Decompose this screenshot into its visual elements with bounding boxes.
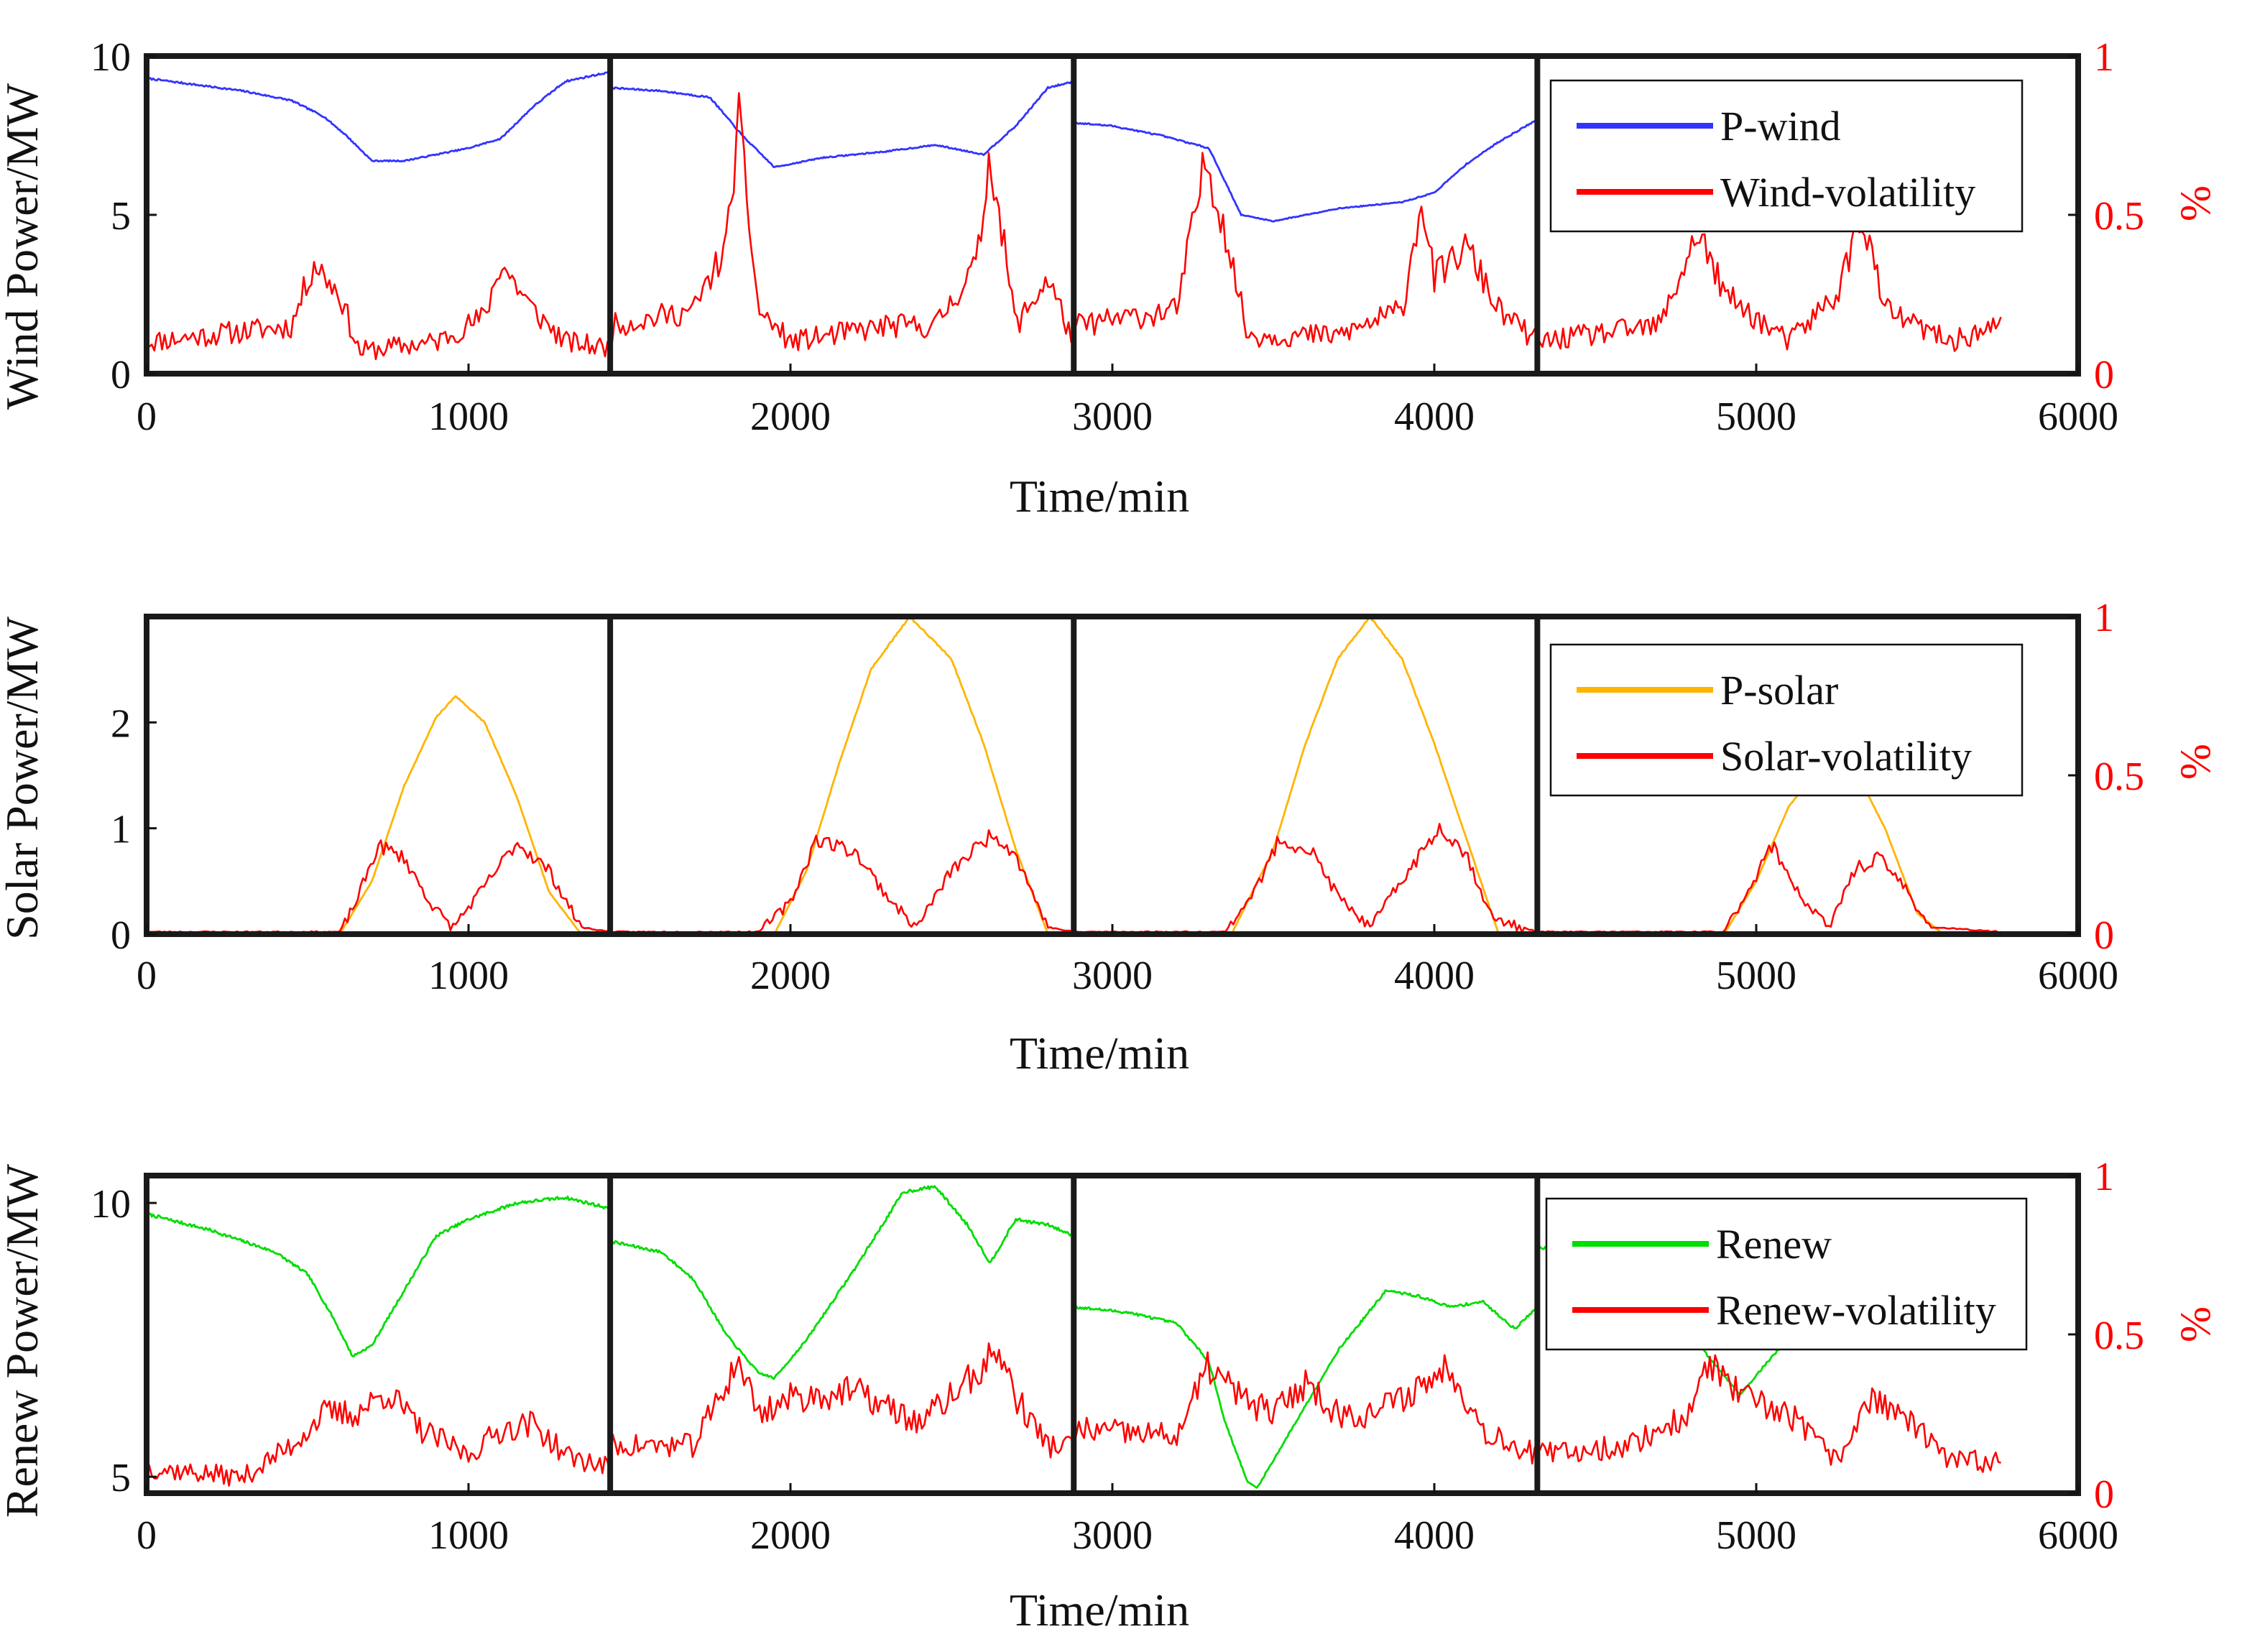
renew-xtick-label-0: 0 — [137, 1513, 157, 1558]
wind-panel: Wind Power/MW Time/min % P-wind Wind-vola… — [0, 35, 2219, 522]
solar-ytick-label-0: 0 — [111, 913, 131, 958]
wind-percent-label: % — [2172, 185, 2219, 221]
wind-xtick-label-1: 1000 — [428, 394, 509, 439]
solar-xtick-label-2: 2000 — [750, 954, 831, 998]
solar-series-p-solar — [147, 617, 2001, 934]
wind-y2tick-label-0: 0 — [2094, 353, 2114, 397]
solar-xlabel: Time/min — [1010, 1028, 1189, 1079]
solar-xtick-label-5: 5000 — [1716, 954, 1796, 998]
solar-y2tick-label-2: 1 — [2094, 596, 2114, 640]
wind-legend-label-1: Wind-volatility — [1720, 169, 1975, 216]
solar-ylabel: Solar Power/MW — [0, 617, 47, 940]
solar-xtick-label-3: 3000 — [1072, 954, 1153, 998]
solar-xtick-label-0: 0 — [137, 954, 157, 998]
wind-xlabel: Time/min — [1010, 471, 1189, 522]
renew-ytick-label-0: 5 — [111, 1456, 131, 1500]
wind-y2tick-label-1: 0.5 — [2094, 194, 2144, 239]
wind-legend-box — [1549, 79, 2024, 233]
solar-xtick-label-6: 6000 — [2038, 954, 2118, 998]
renew-xtick-label-5: 5000 — [1716, 1513, 1796, 1558]
wind-xtick-label-0: 0 — [137, 394, 157, 439]
renew-ytick-label-1: 10 — [91, 1182, 131, 1227]
solar-ytick-label-2: 2 — [111, 701, 131, 746]
wind-series-p-wind — [147, 70, 1538, 223]
wind-legend: P-wind Wind-volatility — [1549, 79, 2024, 233]
renew-legend-label-1: Renew-volatility — [1716, 1287, 1996, 1334]
solar-panel: Solar Power/MW Time/min % P-solar Solar-v… — [0, 596, 2219, 1079]
solar-legend-label-1: Solar-volatility — [1720, 733, 1972, 780]
solar-legend: P-solar Solar-volatility — [1549, 643, 2024, 797]
solar-xtick-label-1: 1000 — [428, 954, 509, 998]
renew-xtick-label-3: 3000 — [1072, 1513, 1153, 1558]
wind-xtick-label-6: 6000 — [2038, 394, 2118, 439]
renew-percent-label: % — [2172, 1306, 2219, 1342]
wind-xtick-label-3: 3000 — [1072, 394, 1153, 439]
renew-y2tick-label-1: 0.5 — [2094, 1314, 2144, 1358]
renew-ylabel: Renew Power/MW — [0, 1163, 47, 1518]
renew-y2tick-label-0: 0 — [2094, 1472, 2114, 1517]
solar-y2tick-label-0: 0 — [2094, 913, 2114, 958]
wind-xtick-label-2: 2000 — [750, 394, 831, 439]
renew-legend-box — [1545, 1197, 2028, 1351]
renew-legend: Renew Renew-volatility — [1545, 1197, 2028, 1351]
solar-ytick-label-1: 1 — [111, 808, 131, 852]
wind-legend-label-0: P-wind — [1720, 103, 1841, 149]
wind-xtick-label-4: 4000 — [1394, 394, 1475, 439]
wind-ytick-label-0: 0 — [111, 353, 131, 397]
wind-ytick-label-1: 5 — [111, 194, 131, 239]
renew-xtick-label-1: 1000 — [428, 1513, 509, 1558]
wind-ytick-label-2: 10 — [91, 35, 131, 80]
wind-ylabel: Wind Power/MW — [0, 83, 47, 410]
solar-y2tick-label-1: 0.5 — [2094, 755, 2144, 799]
renew-legend-label-0: Renew — [1716, 1221, 1832, 1268]
renew-xtick-label-2: 2000 — [750, 1513, 831, 1558]
solar-percent-label: % — [2172, 744, 2219, 780]
solar-xtick-label-4: 4000 — [1394, 954, 1475, 998]
wind-xtick-label-5: 5000 — [1716, 394, 1796, 439]
wind-y2tick-label-2: 1 — [2094, 35, 2114, 80]
renew-panel: Renew Power/MW Time/min % Renew Renew-vol… — [0, 1155, 2219, 1635]
renew-xtick-label-4: 4000 — [1394, 1513, 1475, 1558]
renew-xtick-label-6: 6000 — [2038, 1513, 2118, 1558]
solar-legend-box — [1549, 643, 2024, 797]
solar-legend-label-0: P-solar — [1720, 667, 1838, 714]
renew-series-renew — [147, 1185, 1789, 1489]
renew-xlabel: Time/min — [1010, 1584, 1189, 1635]
renew-y2tick-label-2: 1 — [2094, 1155, 2114, 1199]
